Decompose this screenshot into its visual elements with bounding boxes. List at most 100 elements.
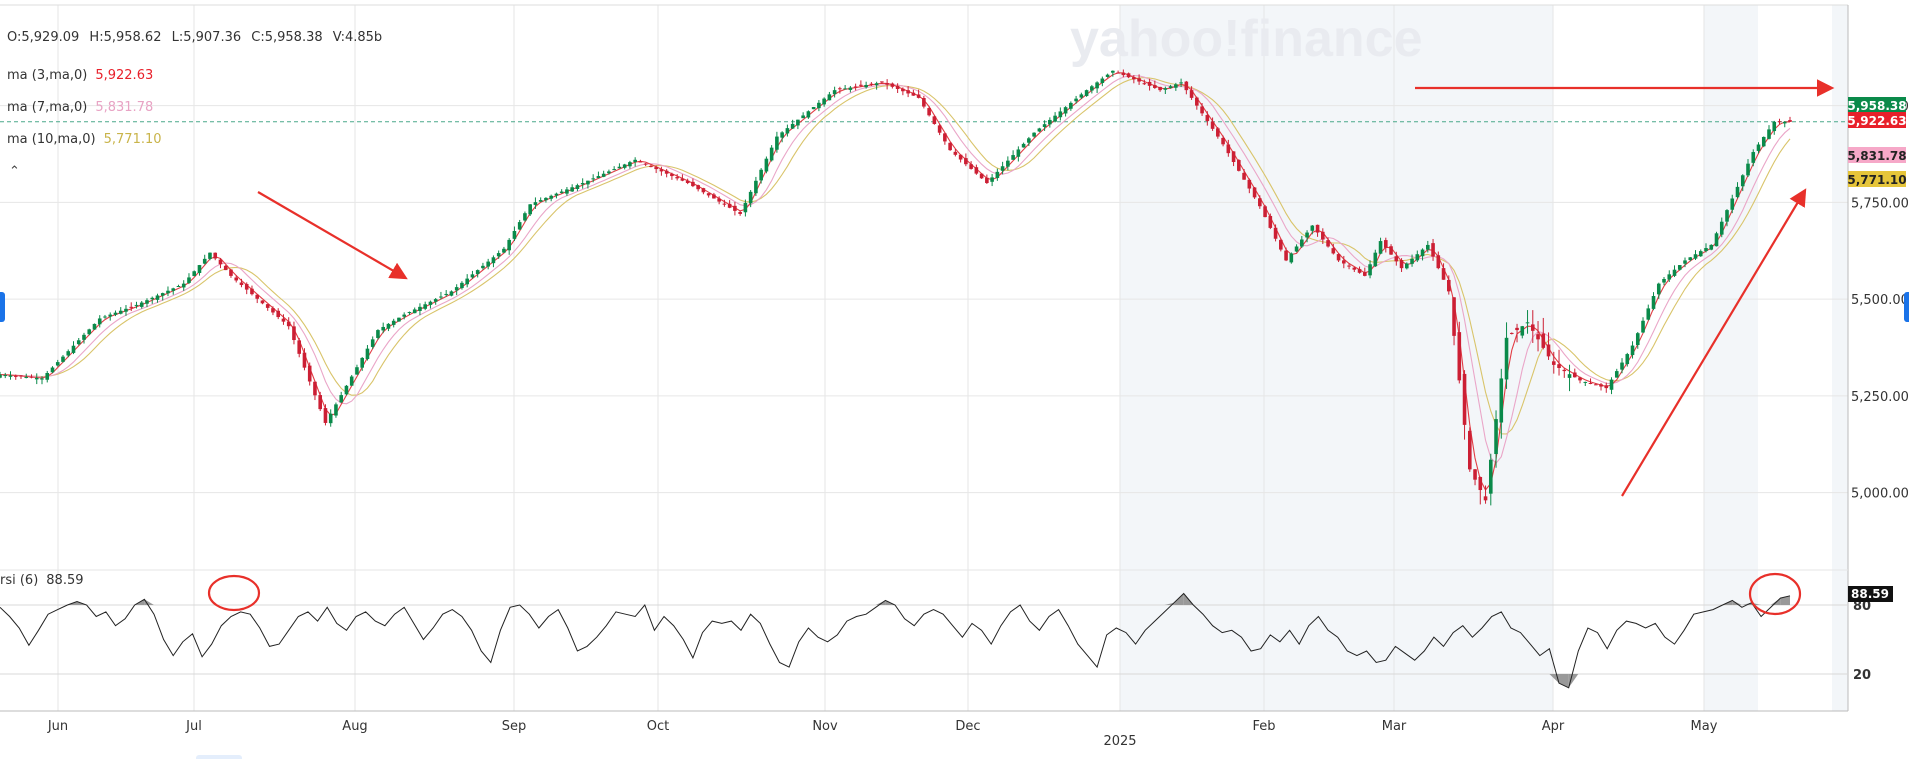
candle [223,264,228,271]
candle [1063,106,1068,117]
candle [1515,323,1519,343]
candle [1436,251,1441,270]
candle [1725,209,1729,227]
candle-body [785,128,790,134]
candle-body [811,107,816,110]
candle [1662,277,1666,286]
candle-body [827,94,832,101]
candle-body [727,203,732,208]
candle-body [40,378,44,380]
candle-body [1530,324,1535,331]
rsi-tag: 88.59 [1848,586,1893,602]
ma10-legend[interactable]: ma (10,ma,0) 5,771.10 [7,132,162,147]
candle-body [108,314,113,317]
candle-body [559,191,564,193]
ma3-legend[interactable]: ma (3,ma,0) 5,922.63 [7,68,153,83]
candle-body [1651,296,1656,309]
caret-up-icon[interactable]: ⌃ [9,164,20,179]
candle [475,269,480,278]
candle-body [1714,233,1719,247]
candle-body [701,188,706,193]
candle-body [82,334,86,340]
candle-body [155,295,160,300]
candle-body [97,318,102,325]
candle-body [229,269,233,276]
candle-body [103,316,107,318]
candle [1683,257,1687,268]
candle-body [806,111,811,118]
candle [1740,174,1745,192]
candle [738,210,742,216]
candle [134,301,139,309]
candle-body [1137,78,1141,82]
right-handle-tab[interactable] [1904,292,1909,322]
candle-body [759,169,763,181]
candle [1410,254,1414,267]
annotation-circle [1748,572,1802,616]
candle [1488,453,1493,506]
candle-body [1625,354,1630,365]
candle [1782,120,1787,128]
candle-body [1473,469,1477,480]
candle-body [796,119,800,126]
candle-body [1567,374,1572,378]
candle [1268,213,1273,230]
candle [1116,70,1120,74]
left-handle-tab[interactable] [0,292,5,322]
candle [696,184,700,192]
candle [1467,427,1472,472]
candle-body [1583,381,1588,383]
candle [1767,125,1771,140]
candle [150,296,155,304]
candle [454,284,459,296]
bottom-handle-tab[interactable] [196,755,242,759]
candle-body [1357,269,1362,273]
candle-body [239,282,244,286]
candle [1048,117,1052,128]
candle [444,290,448,297]
candle-body [386,323,391,329]
candle [549,194,553,202]
candle [1247,178,1252,194]
candle [1641,317,1645,334]
ma7-legend[interactable]: ma (7,ma,0) 5,831.78 [7,100,153,115]
candle-body [748,191,753,204]
candle-body [927,108,931,116]
ma7-line [0,74,1791,465]
candle-body [853,86,858,88]
candle [1279,238,1283,252]
candle [323,404,328,426]
candle [1300,235,1304,248]
candle [1158,86,1162,92]
candle [181,280,186,291]
candle-body [733,205,737,211]
candle [423,301,427,311]
candle-body [376,330,380,338]
candle [234,275,239,283]
candle-body [1363,272,1367,276]
candle [1258,195,1262,209]
candle [1336,253,1341,263]
candle [55,359,60,367]
candle-body [969,164,973,169]
candle [255,294,260,304]
candle-body [87,329,92,335]
yahoo-finance-watermark: yahoo!finance [1070,10,1423,68]
low-value: L:5,907.36 [171,30,242,45]
candle-body [1693,254,1698,259]
candle [701,187,706,195]
candle-body [61,356,65,362]
candle [685,178,690,185]
candle [1231,151,1236,167]
candle-body [1095,82,1099,89]
candle-body [890,83,895,87]
candle-body [1709,244,1714,250]
candle-body [612,169,616,171]
candle-body [454,287,459,291]
candle [8,371,13,380]
candle [1704,243,1708,253]
candle-body [1210,121,1215,129]
candle-body [906,90,910,94]
candle [964,153,968,167]
